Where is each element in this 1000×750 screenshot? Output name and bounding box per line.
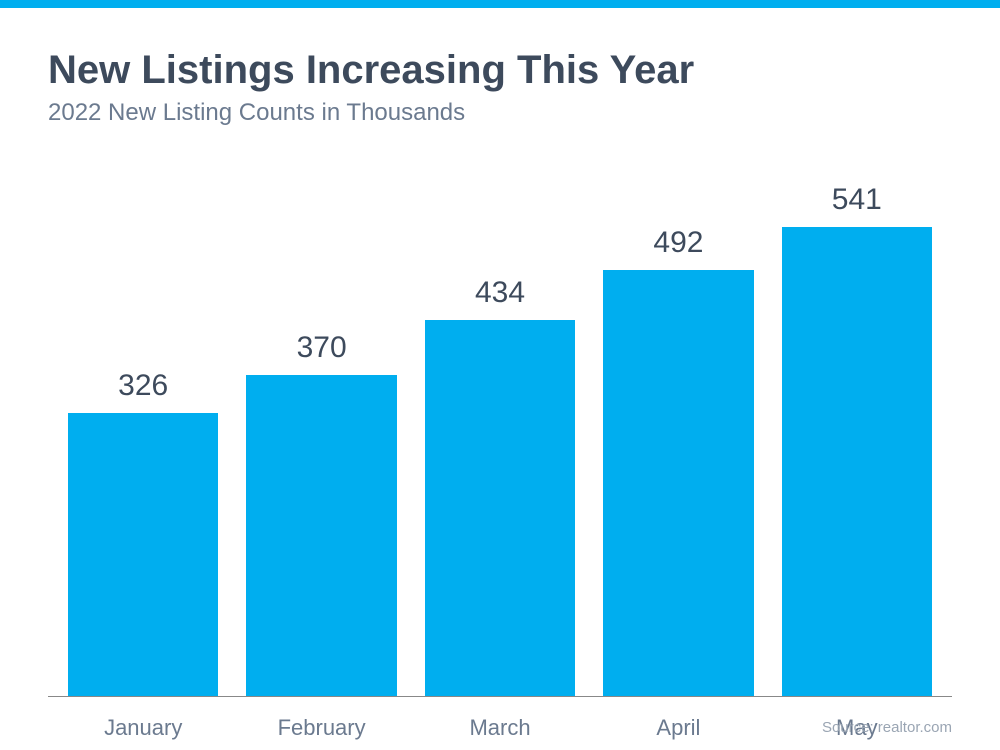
chart-subtitle: 2022 New Listing Counts in Thousands xyxy=(48,99,952,127)
bar-slot: 326 xyxy=(68,177,218,696)
x-axis-labels: January February March April May xyxy=(48,715,952,741)
bar-slot: 370 xyxy=(246,177,396,696)
bar-slot: 492 xyxy=(603,177,753,696)
bar xyxy=(246,375,396,696)
bar-slot: 541 xyxy=(782,177,932,696)
top-accent-bar xyxy=(0,0,1000,8)
plot-area: 326 370 434 492 541 xyxy=(48,177,952,697)
source-attribution: Source: realtor.com xyxy=(822,719,952,736)
chart-container: New Listings Increasing This Year 2022 N… xyxy=(0,8,1000,741)
chart-title: New Listings Increasing This Year xyxy=(48,48,952,93)
bar-value-label: 370 xyxy=(297,331,347,365)
bar-value-label: 492 xyxy=(653,226,703,260)
bar xyxy=(68,413,218,696)
x-axis-label: February xyxy=(246,715,396,741)
x-axis-label: April xyxy=(603,715,753,741)
x-axis-label: January xyxy=(68,715,218,741)
bar-value-label: 541 xyxy=(832,183,882,217)
bar-slot: 434 xyxy=(425,177,575,696)
bar xyxy=(782,227,932,696)
x-axis-label: March xyxy=(425,715,575,741)
bar xyxy=(603,270,753,696)
bar xyxy=(425,320,575,696)
bars-group: 326 370 434 492 541 xyxy=(48,177,952,696)
bar-value-label: 326 xyxy=(118,369,168,403)
bar-value-label: 434 xyxy=(475,276,525,310)
